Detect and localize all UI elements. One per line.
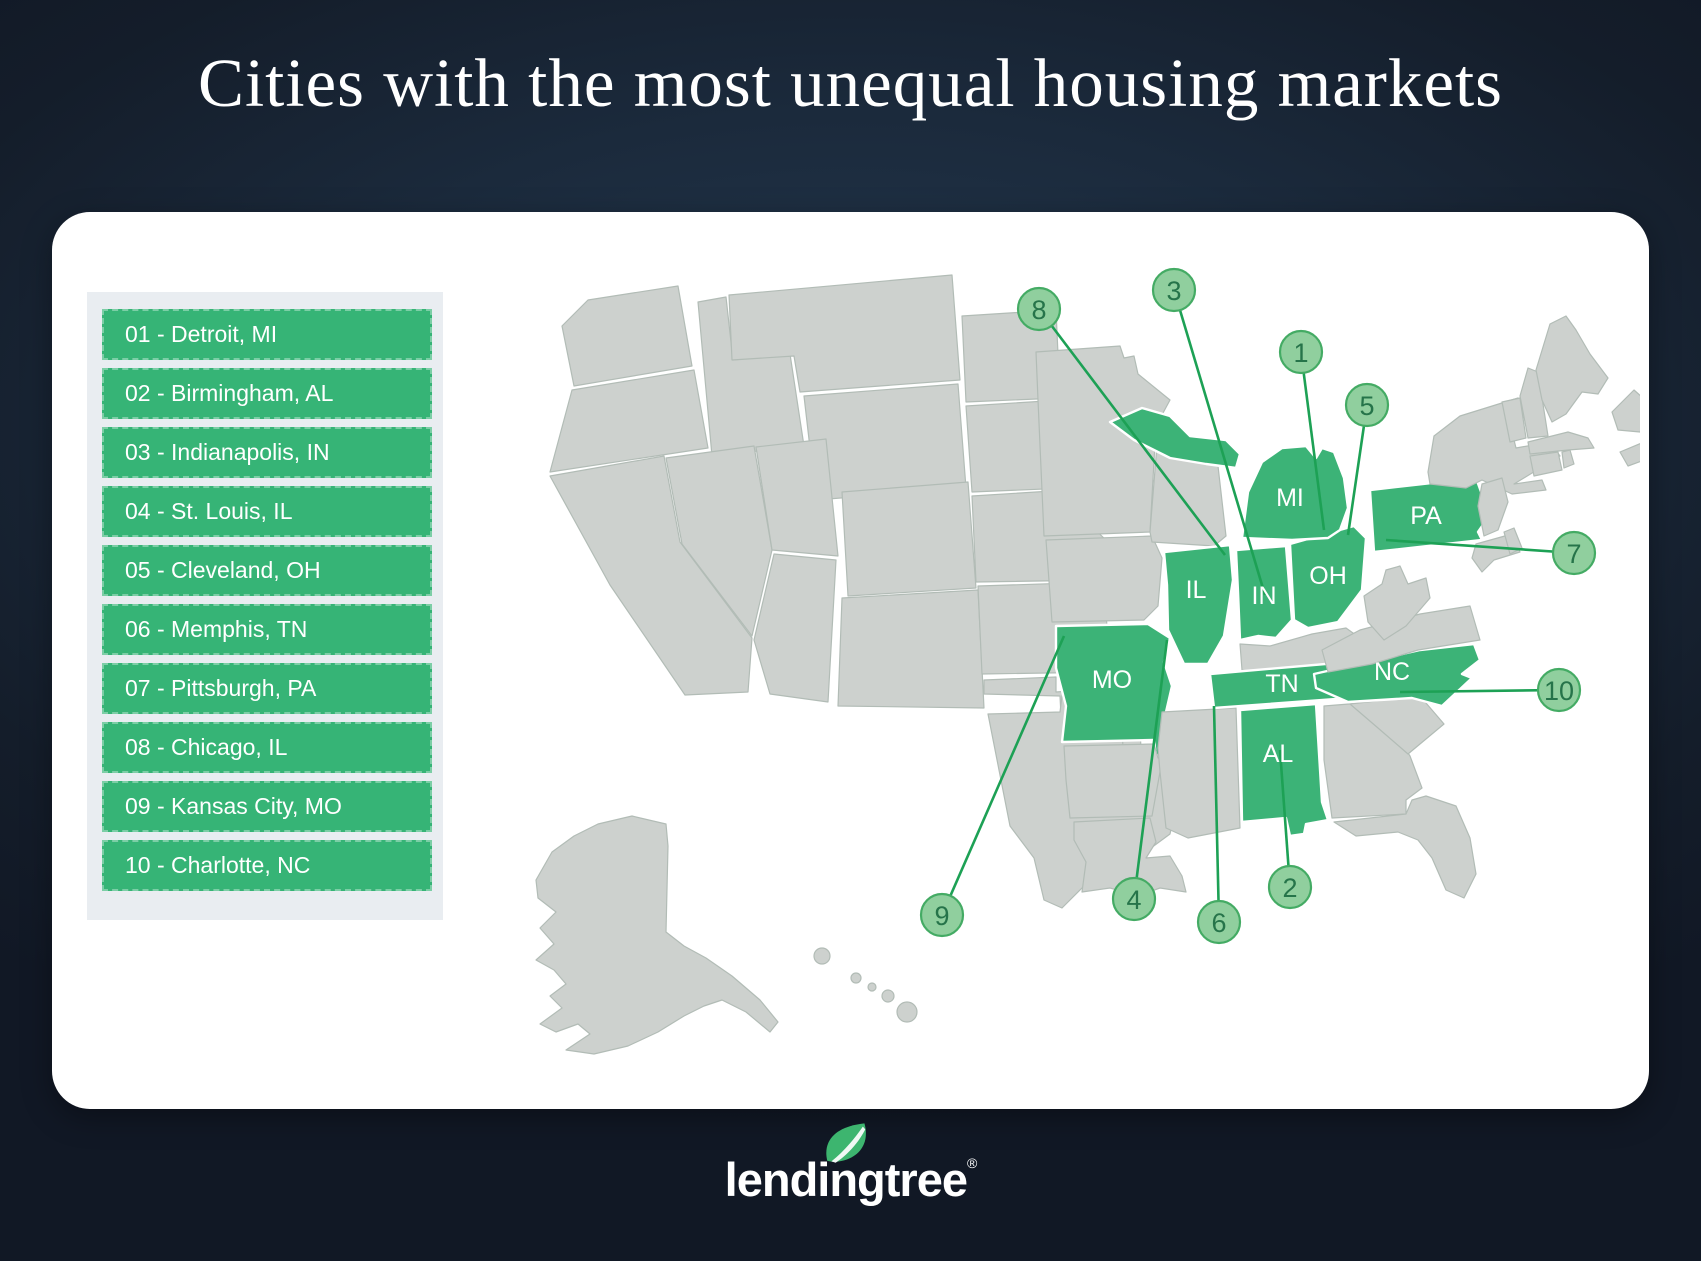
state-label-TN: TN [1265, 670, 1298, 698]
state-ny [1427, 397, 1561, 495]
state-me [1535, 315, 1609, 423]
rank-marker-7 [1551, 530, 1597, 576]
state-vt [1501, 397, 1527, 443]
state-nm [837, 589, 985, 709]
leader-line-6 [1212, 705, 1221, 923]
leader-line-3 [1172, 289, 1267, 596]
state-hi [813, 947, 918, 1023]
brand-text: lendingtree [724, 1153, 968, 1206]
state-wv [1363, 565, 1431, 641]
leaf-icon [826, 1123, 866, 1163]
rank-bar: 05 - Cleveland, OH [102, 545, 432, 596]
rank-marker-number: 3 [1166, 276, 1181, 306]
state-ca [549, 455, 753, 696]
state-ct [1529, 451, 1563, 477]
rank-bar: 06 - Memphis, TN [102, 604, 432, 655]
state-nj [1477, 477, 1509, 537]
state-ut [755, 438, 839, 557]
lendingtree-logo: lendingtree® [0, 1123, 1701, 1207]
rank-marker-10 [1536, 667, 1582, 713]
state-nh [1519, 367, 1549, 439]
rank-bar: 02 - Birmingham, AL [102, 368, 432, 419]
rank-marker-number: 10 [1544, 676, 1574, 706]
state-labels-layer: MI PA OH IL IN MO TN NC AL [1092, 484, 1442, 768]
rank-marker-5 [1344, 382, 1390, 428]
state-wa [561, 285, 693, 387]
state-label-IN: IN [1252, 582, 1277, 610]
leader-line-9 [940, 635, 1066, 916]
state-nv [665, 445, 773, 637]
rank-marker-6 [1196, 899, 1242, 945]
rank-marker-number: 2 [1282, 873, 1297, 903]
state-oh [1288, 524, 1368, 630]
state-label-IL: IL [1186, 576, 1207, 604]
rank-marker-number: 8 [1031, 295, 1046, 325]
state-label-AL: AL [1263, 740, 1294, 768]
state-or [549, 369, 709, 473]
leader-line-2 [1278, 749, 1292, 888]
rank-marker-number: 5 [1359, 391, 1374, 421]
leader-lines-layer [940, 289, 1575, 923]
rank-bar: 07 - Pittsburgh, PA [102, 663, 432, 714]
content-card: 01 - Detroit, MI 02 - Birmingham, AL 03 - … [52, 212, 1649, 1109]
rank-bar: 10 - Charlotte, NC [102, 840, 432, 891]
state-label-OH: OH [1309, 562, 1347, 590]
us-states-layer [535, 274, 1640, 1055]
rank-marker-4 [1111, 876, 1157, 922]
rank-marker-8 [1016, 286, 1062, 332]
rank-bar: 09 - Kansas City, MO [102, 781, 432, 832]
rank-marker-3 [1151, 267, 1197, 313]
registered-mark: ® [967, 1155, 977, 1171]
state-ms [1157, 707, 1241, 839]
state-co [841, 481, 977, 597]
state-al [1238, 702, 1330, 838]
rank-bar: 04 - St. Louis, IL [102, 486, 432, 537]
state-az [753, 553, 837, 703]
state-ma [1527, 431, 1595, 455]
state-ri [1561, 449, 1575, 469]
rank-bar: 08 - Chicago, IL [102, 722, 432, 773]
ranking-list: 01 - Detroit, MI 02 - Birmingham, AL 03 - … [102, 309, 432, 899]
leader-line-7 [1385, 538, 1575, 555]
state-ia [1045, 535, 1163, 623]
rank-marker-1 [1278, 329, 1324, 375]
state-label-PA: PA [1410, 502, 1442, 530]
state-label-NC: NC [1374, 658, 1410, 686]
state-ak [535, 815, 779, 1055]
landmass-northeast-1 [1611, 389, 1640, 433]
rank-marker-number: 7 [1566, 539, 1581, 569]
leader-line-1 [1299, 351, 1326, 531]
lendingtree-wordmark: lendingtree® [724, 1123, 977, 1207]
rank-bar: 01 - Detroit, MI [102, 309, 432, 360]
rank-marker-number: 9 [934, 901, 949, 931]
state-fl [1333, 795, 1477, 899]
landmass-northeast-2 [1619, 443, 1640, 467]
state-il [1162, 543, 1235, 666]
page-title: Cities with the most unequal housing mar… [197, 45, 1504, 121]
rank-marker-2 [1267, 864, 1313, 910]
state-la [1073, 817, 1187, 897]
leader-line-4 [1132, 639, 1169, 900]
rank-marker-number: 1 [1293, 338, 1308, 368]
rank-marker-number: 4 [1126, 885, 1141, 915]
rank-marker-number: 6 [1211, 908, 1226, 938]
state-mn [1035, 345, 1171, 537]
rank-marker-9 [919, 892, 965, 938]
state-label-MO: MO [1092, 666, 1132, 694]
us-map: MI PA OH IL IN MO TN NC AL 1 2 3 4 5 6 7 8 9 10 [535, 267, 1640, 1055]
rank-markers-layer: 1 2 3 4 5 6 7 8 9 10 [919, 267, 1597, 945]
leader-line-10 [1399, 688, 1560, 694]
state-mt [728, 274, 961, 393]
rank-bar: 03 - Indianapolis, IN [102, 427, 432, 478]
state-label-MI: MI [1276, 484, 1304, 512]
state-mi [1108, 406, 1350, 542]
leader-line-8 [1037, 308, 1227, 556]
